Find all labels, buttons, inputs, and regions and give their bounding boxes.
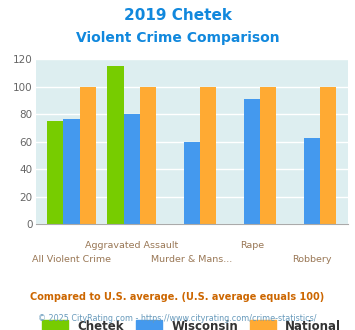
Bar bbox=[320, 87, 336, 224]
Text: 2019 Chetek: 2019 Chetek bbox=[124, 8, 231, 23]
Bar bbox=[260, 87, 276, 224]
Text: Violent Crime Comparison: Violent Crime Comparison bbox=[76, 31, 279, 45]
Text: Rape: Rape bbox=[240, 241, 264, 250]
Text: Compared to U.S. average. (U.S. average equals 100): Compared to U.S. average. (U.S. average … bbox=[31, 292, 324, 302]
Bar bbox=[107, 66, 124, 224]
Text: All Violent Crime: All Violent Crime bbox=[32, 255, 111, 264]
Bar bbox=[124, 115, 140, 224]
Bar bbox=[200, 87, 216, 224]
Bar bbox=[80, 87, 96, 224]
Text: © 2025 CityRating.com - https://www.cityrating.com/crime-statistics/: © 2025 CityRating.com - https://www.city… bbox=[38, 314, 317, 323]
Bar bbox=[244, 99, 260, 224]
Bar bbox=[47, 121, 64, 224]
Bar bbox=[304, 138, 320, 224]
Bar bbox=[64, 118, 80, 224]
Text: Aggravated Assault: Aggravated Assault bbox=[85, 241, 178, 250]
Text: Murder & Mans...: Murder & Mans... bbox=[151, 255, 232, 264]
Text: Robbery: Robbery bbox=[292, 255, 332, 264]
Bar bbox=[184, 142, 200, 224]
Legend: Chetek, Wisconsin, National: Chetek, Wisconsin, National bbox=[39, 316, 345, 330]
Bar bbox=[140, 87, 156, 224]
